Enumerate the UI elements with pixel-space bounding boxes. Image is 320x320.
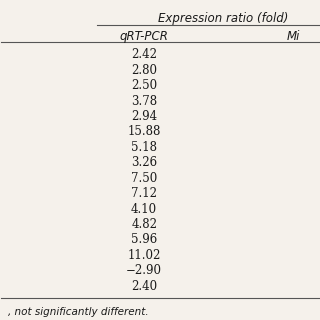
Text: 11.02: 11.02 xyxy=(127,249,161,262)
Text: 2.42: 2.42 xyxy=(131,48,157,61)
Text: Mi: Mi xyxy=(286,30,300,43)
Text: 5.18: 5.18 xyxy=(131,141,157,154)
Text: 2.40: 2.40 xyxy=(131,280,157,293)
Text: Expression ratio (fold): Expression ratio (fold) xyxy=(158,12,289,25)
Text: 3.26: 3.26 xyxy=(131,156,157,169)
Text: qRT-PCR: qRT-PCR xyxy=(120,30,169,43)
Text: 5.96: 5.96 xyxy=(131,234,157,246)
Text: 7.12: 7.12 xyxy=(131,187,157,200)
Text: 15.88: 15.88 xyxy=(127,125,161,139)
Text: 4.82: 4.82 xyxy=(131,218,157,231)
Text: 2.80: 2.80 xyxy=(131,64,157,77)
Text: 4.10: 4.10 xyxy=(131,203,157,216)
Text: −2.90: −2.90 xyxy=(126,264,162,277)
Text: 3.78: 3.78 xyxy=(131,94,157,108)
Text: 7.50: 7.50 xyxy=(131,172,157,185)
Text: 2.50: 2.50 xyxy=(131,79,157,92)
Text: 2.94: 2.94 xyxy=(131,110,157,123)
Text: , not significantly different.: , not significantly different. xyxy=(8,307,148,316)
